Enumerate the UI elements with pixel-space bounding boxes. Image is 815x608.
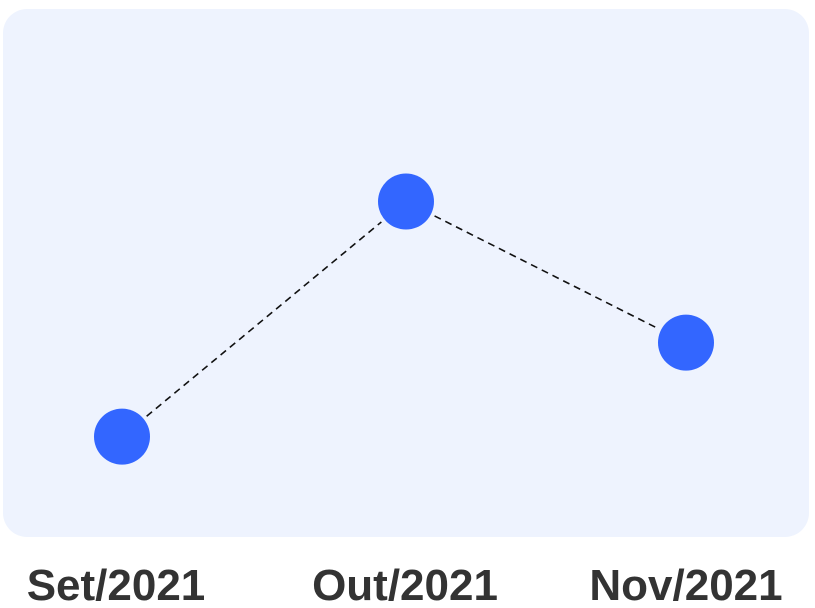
data-point-out-2021 — [378, 173, 434, 230]
x-tick-label-set-2021: Set/2021 — [27, 561, 206, 608]
data-point-set-2021 — [94, 408, 150, 465]
series-line-segment-2 — [434, 215, 658, 329]
data-point-nov-2021 — [658, 314, 714, 371]
x-tick-labels: Set/2021 Out/2021 Nov/2021 — [27, 561, 783, 608]
plot-background — [3, 9, 809, 537]
x-tick-label-out-2021: Out/2021 — [312, 561, 498, 608]
data-point-group — [94, 173, 714, 465]
series-line-segment-1 — [146, 221, 382, 417]
series-line-group — [146, 215, 658, 417]
x-tick-label-nov-2021: Nov/2021 — [589, 561, 782, 608]
